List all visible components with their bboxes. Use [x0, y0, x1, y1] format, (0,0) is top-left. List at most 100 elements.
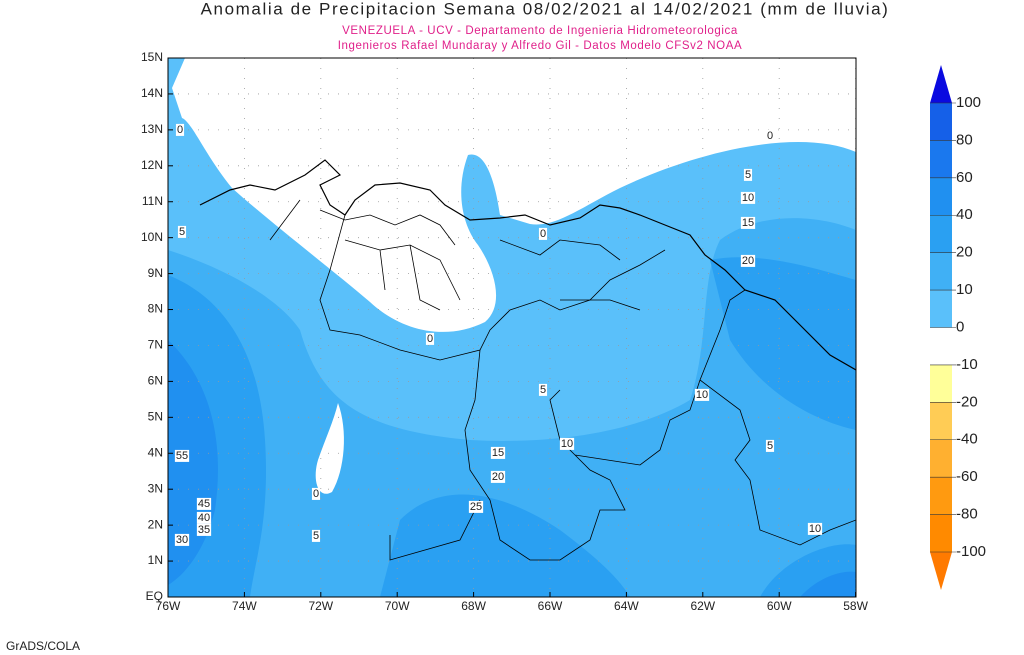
- contour-label: 40: [198, 512, 210, 524]
- contour-label-bg: [559, 437, 575, 450]
- colorbar-segment: [930, 514, 952, 552]
- contour-label: 10: [809, 523, 821, 535]
- contour-label-bg: [765, 439, 775, 452]
- contour-label-bg: [490, 446, 506, 459]
- field-neg: [315, 403, 344, 494]
- lat-label: 12N: [141, 158, 163, 172]
- lat-label: 13N: [141, 122, 163, 136]
- colorbar-segment: [930, 327, 952, 365]
- field-10-20: [168, 218, 856, 597]
- lon-label: 62W: [690, 599, 715, 613]
- contour-label: 35: [198, 524, 210, 536]
- lat-label: 15N: [141, 50, 163, 64]
- colorbar-cap: [930, 65, 952, 103]
- colorbar-label: 10: [956, 281, 973, 298]
- lat-label: 8N: [148, 302, 163, 316]
- contour-label-bg: [743, 168, 753, 181]
- field-40-60: [800, 571, 856, 597]
- lon-label: 58W: [843, 599, 868, 613]
- field-20-40: [380, 494, 630, 597]
- contour-label: 55: [176, 450, 188, 462]
- colorbar-segment: [930, 477, 952, 515]
- contour-label-bg: [807, 522, 823, 535]
- contour-label: 5: [745, 169, 751, 181]
- contour-label-bg: [174, 533, 190, 546]
- colorbar-segment: [930, 290, 952, 328]
- colorbar-label: -20: [956, 393, 978, 410]
- subtitle: Ingenieros Rafael Mundaray y Alfredo Gil…: [338, 40, 743, 52]
- contour-label-bg: [740, 216, 756, 229]
- contour-label: 10: [696, 389, 708, 401]
- lon-label: 70W: [385, 599, 410, 613]
- lat-label: EQ: [146, 589, 163, 603]
- colorbar-segment: [930, 215, 952, 253]
- colorbar-segment: [930, 439, 952, 478]
- colorbar-label: 0: [956, 318, 964, 335]
- colorbar-segment: [930, 402, 952, 440]
- contour-label: 5: [540, 384, 546, 396]
- title: Anomalia de Precipitacion Semana 08/02/2…: [201, 0, 890, 18]
- contour-label: 45: [198, 498, 210, 510]
- contour-label: 10: [561, 438, 573, 450]
- contour-label: 0: [767, 130, 773, 142]
- map-frame: [167, 57, 857, 598]
- border: [269, 199, 856, 561]
- contour-label-bg: [196, 497, 212, 510]
- contour-label-bg: [196, 523, 212, 536]
- contour-label: 0: [313, 488, 319, 500]
- boundaries: [199, 159, 856, 561]
- colorbar-segment: [930, 252, 952, 291]
- lat-label: 9N: [148, 266, 163, 280]
- colorbar-segment: [930, 140, 952, 178]
- lat-label: 11N: [142, 194, 163, 208]
- lat-label: 7N: [148, 338, 163, 352]
- lat-label: 3N: [148, 481, 163, 495]
- colorbar-segment: [930, 364, 952, 403]
- lat-label: 14N: [141, 86, 163, 100]
- contour-label-bg: [196, 511, 212, 524]
- lat-label: 10N: [141, 230, 163, 244]
- lon-label: 68W: [461, 599, 486, 613]
- colorbar-cap: [930, 552, 952, 590]
- contour-label: 5: [313, 530, 319, 542]
- axes: 15N 14N 13N 12N 11N 10N 9N 8N 7N 6N 5N 4N 3N 2N 1N EQ76…: [141, 50, 869, 613]
- contour-label-bg: [311, 487, 321, 500]
- lat-label: 5N: [148, 410, 163, 424]
- colorbar-segment: [930, 177, 952, 216]
- colorbar-label: 40: [956, 206, 973, 223]
- lon-label: 64W: [614, 599, 639, 613]
- lat-label: 6N: [148, 374, 163, 388]
- lat-label: 2N: [148, 517, 163, 531]
- field-neg: [172, 58, 856, 332]
- contour-label: 25: [470, 501, 482, 513]
- contour-label-bg: [174, 449, 190, 462]
- contour-label: 5: [767, 440, 773, 452]
- contour-label: 0: [177, 124, 183, 136]
- lon-label: 66W: [538, 599, 563, 613]
- contour-label: 15: [492, 447, 504, 459]
- colorbar-label: 80: [956, 131, 973, 148]
- contour-label-bg: [765, 129, 775, 142]
- credit: GrADS/COLA: [6, 639, 80, 653]
- lat-label: 1N: [148, 553, 163, 567]
- coastline: [199, 159, 856, 371]
- contour-label: 10: [742, 192, 754, 204]
- colorbar-label: 100: [956, 94, 981, 111]
- contour-label: 15: [742, 217, 754, 229]
- colorbar-label: -60: [956, 468, 978, 485]
- contour-label: 30: [176, 534, 188, 546]
- lon-label: 74W: [232, 599, 257, 613]
- contour-label-bg: [490, 470, 506, 483]
- contour-label-bg: [740, 191, 756, 204]
- contour-label: 0: [427, 333, 433, 345]
- contour-label-bg: [311, 529, 321, 542]
- contour-label-bg: [694, 388, 710, 401]
- lon-label: 76W: [156, 599, 181, 613]
- lon-label: 60W: [767, 599, 792, 613]
- contour-label: 0: [540, 228, 546, 240]
- colorbar-label: -100: [956, 543, 986, 560]
